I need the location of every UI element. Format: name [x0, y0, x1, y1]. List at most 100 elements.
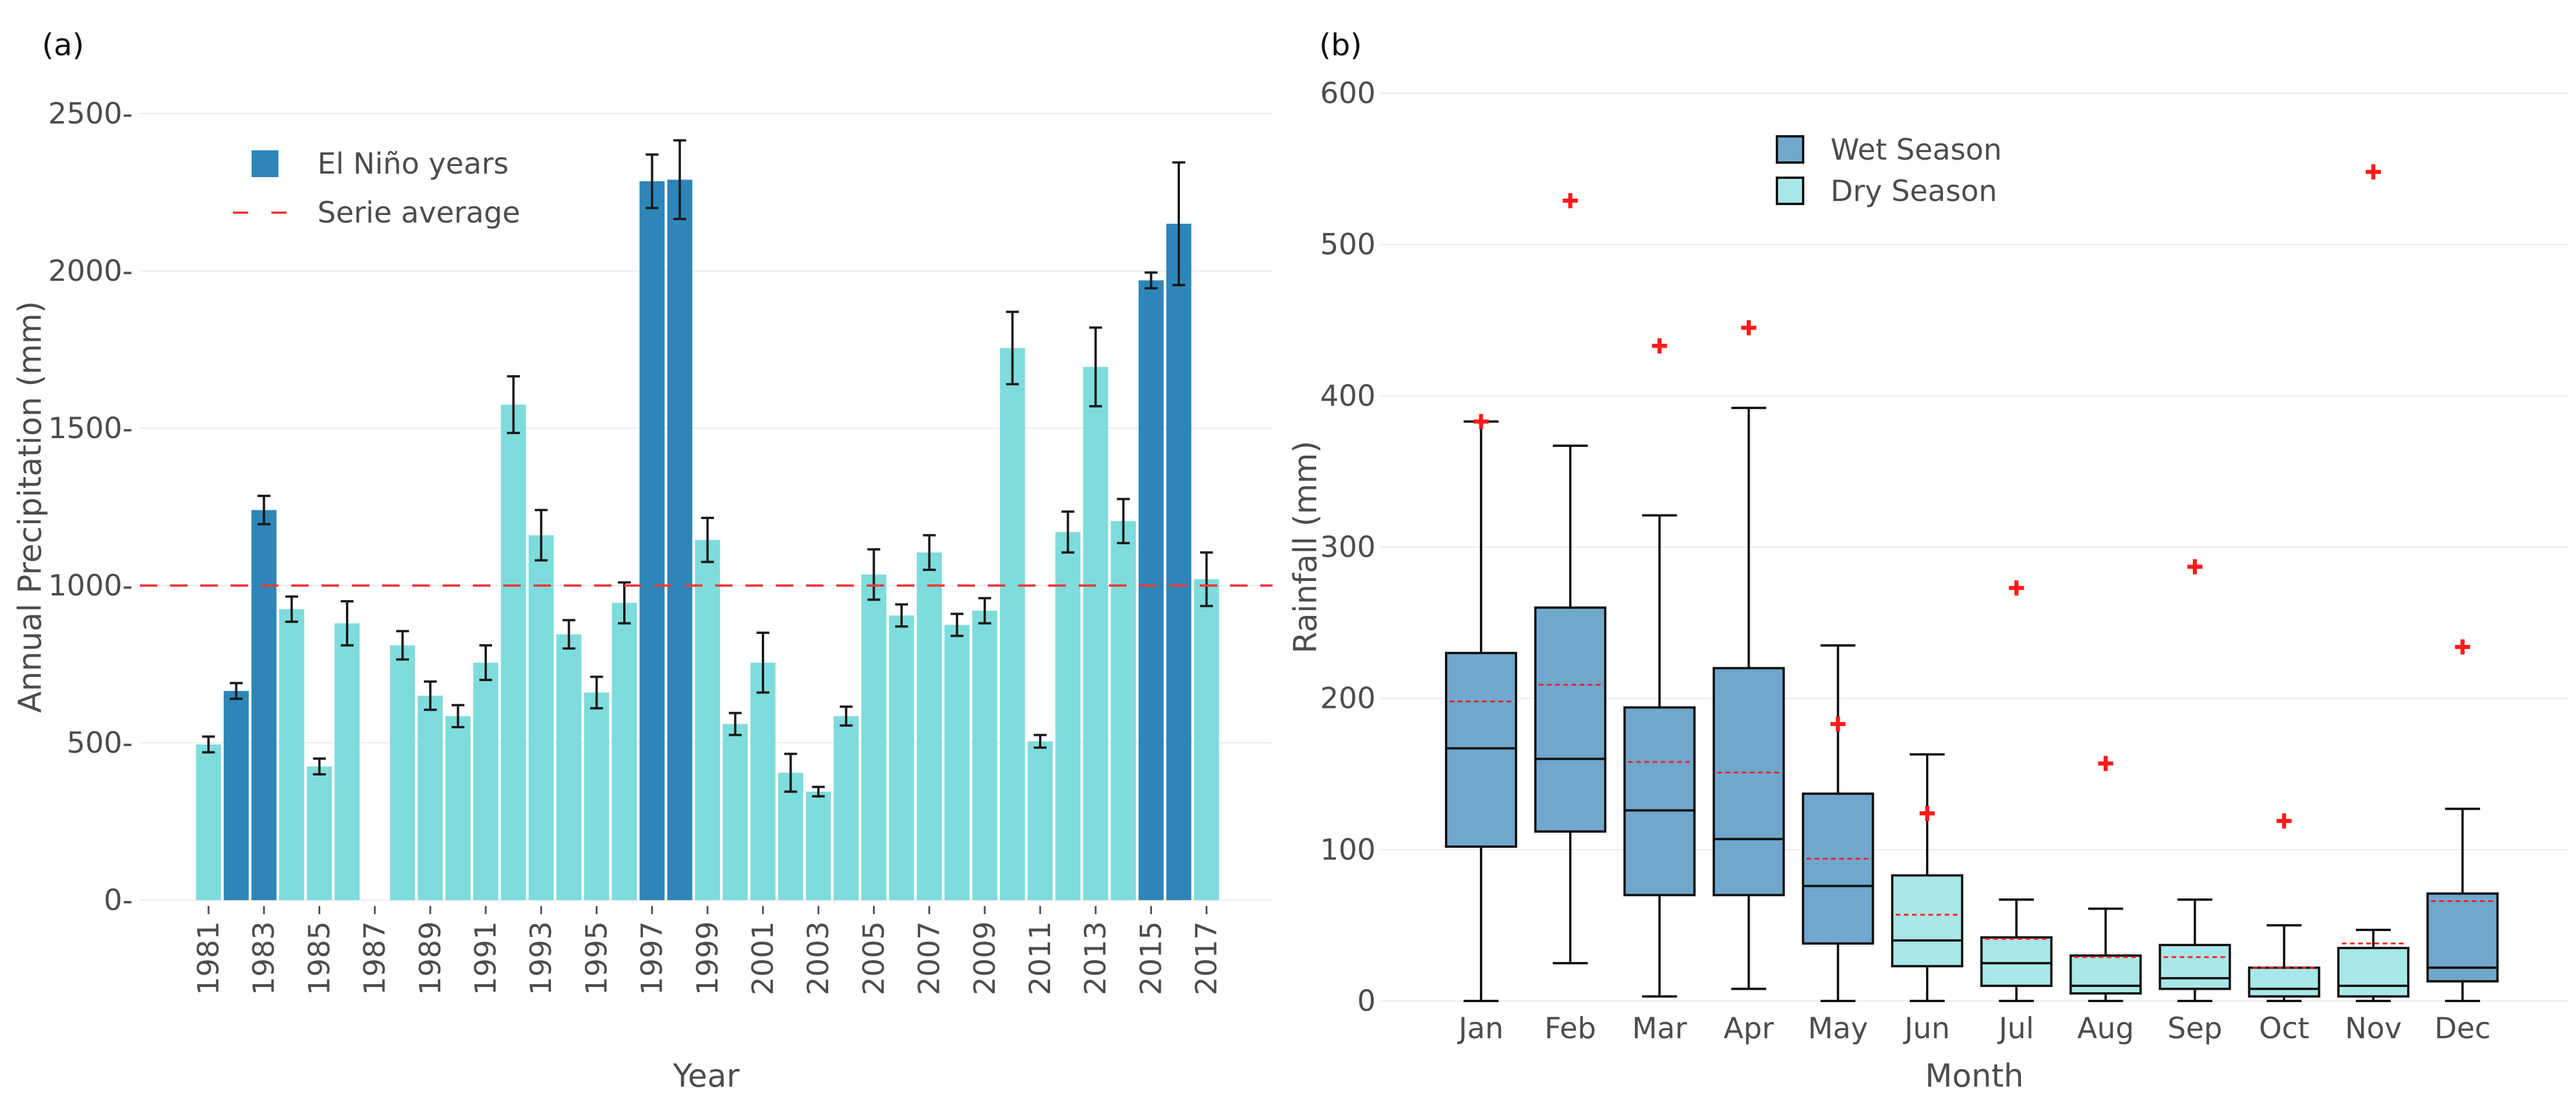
x-tick-label-a: 2007 [913, 921, 946, 995]
y-tick-label-a: 1500- [48, 411, 133, 445]
x-tick-label-a: 2001 [746, 921, 780, 995]
bar-1988 [390, 645, 415, 900]
error-bar-2003 [812, 785, 825, 798]
x-tick-label-b: Jan [1457, 1011, 1503, 1045]
box-jul [1980, 580, 2053, 1002]
error-bar-1994 [562, 619, 575, 650]
y-tick-label-a: 0- [104, 883, 133, 917]
y-axis-title-b: Rainfall (mm) [1287, 440, 1324, 653]
bar-1996 [612, 602, 637, 900]
error-bar-1996 [618, 581, 631, 625]
y-tick-label-a: 500- [67, 726, 133, 760]
bar-1984 [279, 609, 305, 900]
x-tick-label-b: Dec [2434, 1011, 2491, 1045]
error-bar-1998 [673, 139, 687, 220]
error-bar-1986 [341, 600, 354, 647]
x-tick-label-a: 2005 [857, 921, 891, 995]
error-bar-1989 [423, 680, 437, 711]
legend-dry-swatch [1776, 177, 1804, 205]
box-oct [2248, 813, 2320, 1002]
error-bar-2010 [1006, 311, 1019, 386]
legend-el-nino-swatch [252, 150, 278, 177]
bar-2014 [1111, 521, 1136, 900]
bar-2016 [1166, 224, 1192, 900]
bar-2009 [972, 611, 998, 900]
error-bar-1985 [313, 757, 326, 775]
bar-1982 [224, 690, 249, 900]
box-dec [2426, 639, 2499, 1002]
error-bar-2013 [1089, 326, 1103, 408]
box-jan [1445, 414, 1517, 1002]
bar-1993 [528, 535, 554, 900]
x-tick-label-a: 1989 [414, 921, 447, 995]
bar-2006 [889, 615, 914, 900]
box-body [1801, 792, 1874, 945]
bar-1986 [334, 623, 360, 900]
box-jun [1891, 753, 1963, 1002]
error-bar-2002 [784, 752, 797, 793]
x-tick-label-a: 1999 [691, 921, 725, 995]
x-tick-label-a: 1981 [192, 921, 225, 995]
x-tick-label-b: Sep [2167, 1011, 2222, 1045]
outlier-marker [2276, 813, 2292, 829]
x-tick-label-a: 2009 [968, 921, 1002, 995]
error-bar-2007 [923, 534, 936, 571]
legend-a: El Niño years Serie average [233, 147, 520, 230]
box-may [1801, 644, 1874, 1002]
x-tick-label-b: Feb [1545, 1011, 1596, 1045]
error-bar-1999 [701, 516, 714, 563]
y-tick-label-b: 100 [1320, 833, 1376, 866]
error-bar-2011 [1034, 734, 1047, 749]
error-bar-1997 [645, 153, 659, 209]
x-axis-title-b: Month [1925, 1057, 2023, 1094]
error-bar-1995 [590, 675, 603, 710]
bar-1983 [251, 510, 277, 900]
bar-2011 [1027, 741, 1053, 900]
box-body [1712, 667, 1785, 897]
error-bar-2009 [978, 597, 991, 625]
x-tick-label-b: Apr [1723, 1011, 1774, 1045]
error-bar-1982 [229, 682, 243, 700]
bar-2013 [1083, 366, 1108, 900]
error-bar-2012 [1061, 510, 1075, 554]
error-bar-2016 [1172, 161, 1185, 287]
error-bar-1991 [479, 644, 492, 681]
legend-dry-label: Dry Season [1831, 174, 1997, 208]
outlier-marker [2366, 164, 2381, 180]
bar-2017 [1194, 579, 1220, 900]
outlier-marker [1652, 338, 1667, 354]
x-tick-label-a: 1987 [358, 921, 392, 995]
x-tick-label-b: Nov [2345, 1011, 2402, 1045]
y-tick-label-b: 300 [1320, 530, 1376, 564]
box-aug [2069, 756, 2142, 1002]
box-body [1534, 606, 1607, 833]
bar-1999 [695, 540, 720, 900]
box-mar [1623, 338, 1696, 998]
x-tick-label-b: May [1808, 1011, 1868, 1045]
y-tick-label-b: 500 [1320, 228, 1376, 262]
outlier-marker [2009, 580, 2024, 596]
panel-a-bar-chart: (a) 0- 500- 1000- 1500- 2000- 2500- 1981 1983 1… [12, 28, 1273, 1094]
x-tick-label-b: Jun [1903, 1011, 1950, 1045]
error-bar-2014 [1116, 498, 1130, 545]
y-tick-label-b: 600 [1320, 76, 1376, 110]
error-bar-1988 [396, 630, 409, 661]
x-axis-title-a: Year [672, 1057, 740, 1094]
error-bar-1993 [535, 509, 548, 562]
x-tick-label-b: Oct [2259, 1011, 2309, 1045]
x-tick-label-a: 2013 [1079, 921, 1112, 995]
box-body [2158, 943, 2231, 990]
bar-1994 [556, 634, 582, 900]
error-bar-1990 [451, 704, 465, 728]
box-body [2069, 954, 2142, 995]
bar-1998 [667, 179, 692, 900]
legend-b: Wet Season Dry Season [1776, 133, 2002, 208]
error-bar-1981 [202, 735, 215, 754]
error-bar-2006 [895, 603, 908, 628]
outlier-marker [1741, 320, 1757, 336]
box-feb [1534, 193, 1607, 965]
bar-2002 [778, 773, 804, 900]
error-bar-2008 [950, 612, 964, 637]
bar-2012 [1055, 532, 1081, 900]
bar-1995 [584, 692, 609, 900]
